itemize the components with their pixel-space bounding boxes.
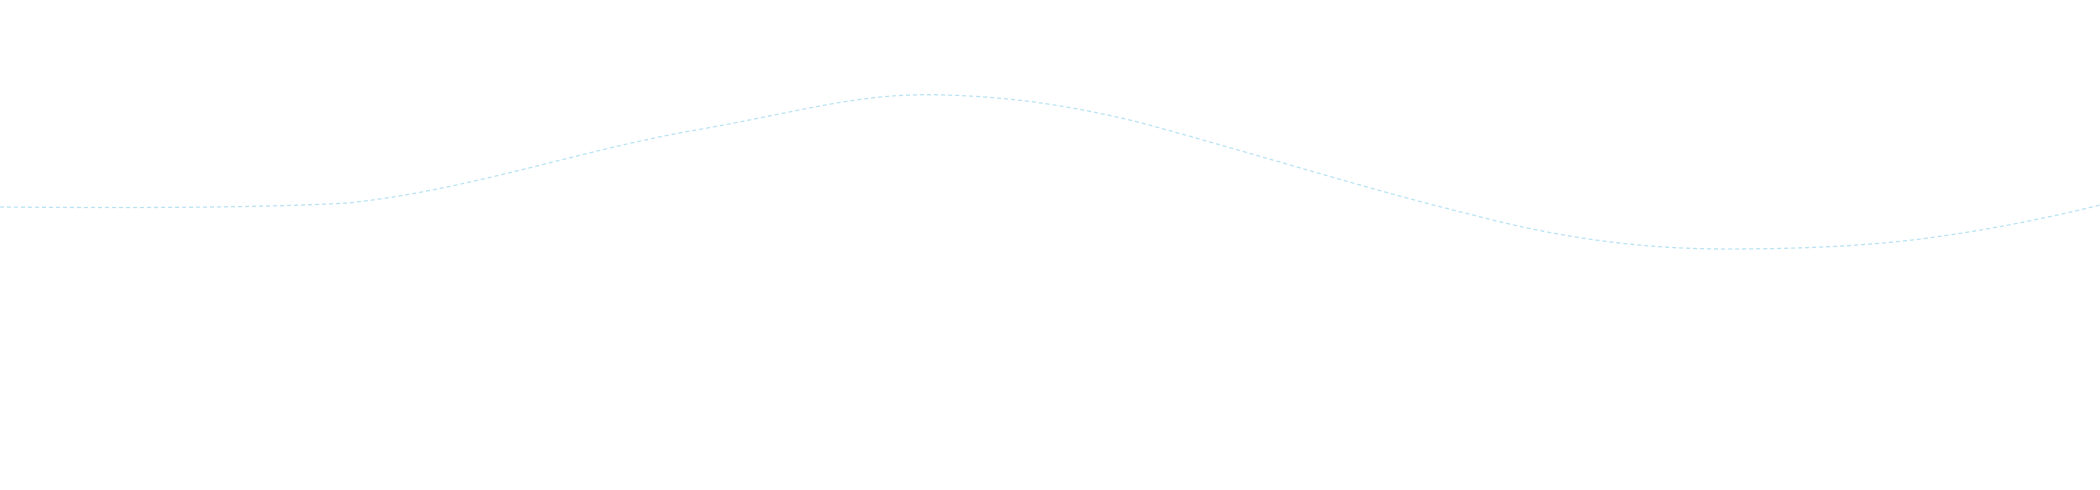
wave-line: [0, 94, 2100, 250]
